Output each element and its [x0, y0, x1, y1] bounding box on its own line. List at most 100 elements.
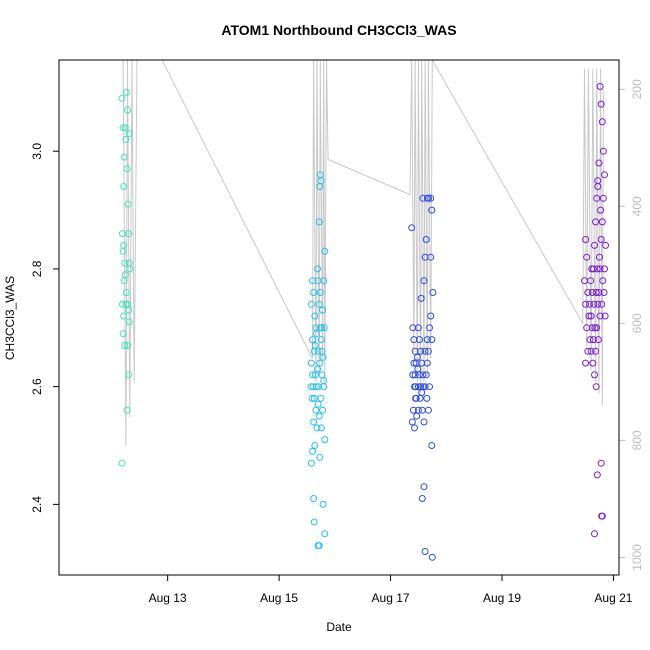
series-4 [581, 83, 610, 538]
data-point [595, 289, 603, 296]
data-point [429, 289, 437, 296]
data-point [590, 300, 598, 308]
data-point [408, 418, 416, 426]
data-point [420, 483, 428, 491]
data-point [417, 294, 425, 302]
data-point [587, 312, 595, 320]
data-point [414, 324, 422, 332]
data-point [584, 347, 592, 355]
data-point [125, 230, 133, 238]
data-point [599, 194, 607, 202]
y-tick-label: 3.0 [30, 143, 44, 160]
data-point [119, 247, 127, 255]
y-axis-label: CH3CCl3_WAS [3, 276, 17, 360]
data-point [593, 265, 601, 273]
secondary-tick-label: 400 [630, 196, 644, 216]
data-point [319, 406, 327, 414]
data-point [123, 406, 131, 414]
series-3 [408, 194, 437, 561]
data-point [409, 406, 417, 414]
data-point [427, 253, 435, 261]
data-point [588, 324, 596, 332]
plot-frame [58, 59, 620, 576]
data-point [414, 383, 422, 391]
data-point [423, 336, 431, 344]
data-point [120, 153, 128, 161]
data-point [321, 436, 329, 444]
data-point [602, 241, 610, 249]
data-point [597, 100, 605, 108]
data-point [307, 359, 315, 367]
data-point [596, 312, 604, 320]
data-point [428, 553, 436, 561]
data-point [582, 300, 590, 308]
data-point [122, 88, 130, 96]
data-point [125, 371, 133, 379]
data-point [314, 400, 322, 408]
data-point [309, 336, 316, 344]
data-point [596, 265, 604, 273]
data-point [582, 236, 590, 243]
secondary-tick-label: 800 [630, 430, 644, 450]
data-point [598, 118, 606, 126]
data-point [125, 318, 133, 326]
data-point [427, 312, 435, 320]
data-point [423, 394, 431, 402]
data-point [589, 359, 597, 367]
data-point [125, 306, 133, 314]
data-point [591, 241, 598, 249]
data-point [419, 194, 427, 202]
data-point [428, 336, 436, 344]
x-tick-label: Aug 15 [260, 591, 298, 605]
data-point [317, 336, 325, 344]
data-point [307, 459, 315, 467]
data-point [420, 418, 428, 426]
data-point [310, 394, 318, 402]
data-point [422, 371, 430, 379]
x-tick-label: Aug 21 [594, 591, 632, 605]
data-point [121, 342, 129, 349]
data-point [312, 330, 320, 338]
data-point [314, 365, 321, 373]
data-point [126, 265, 134, 273]
data-point [598, 300, 606, 308]
data-point [321, 530, 329, 538]
data-point [414, 406, 422, 414]
data-point [601, 312, 609, 320]
y-tick-label: 2.4 [30, 496, 44, 513]
data-point [591, 324, 599, 332]
data-point [596, 253, 603, 261]
data-point [601, 265, 608, 273]
data-point [592, 347, 600, 355]
data-point [314, 347, 322, 355]
data-point [424, 406, 432, 414]
data-point [315, 542, 323, 550]
data-point [589, 336, 597, 344]
data-point [320, 383, 328, 391]
data-point [312, 406, 320, 414]
data-point [307, 300, 315, 308]
x-tick-label: Aug 19 [483, 591, 521, 605]
data-point [315, 383, 323, 391]
data-point [120, 183, 128, 190]
data-point [320, 324, 328, 332]
data-point [416, 336, 423, 344]
chart-title: ATOM1 Northbound CH3CCl3_WAS [221, 22, 456, 38]
data-point [427, 194, 435, 202]
data-point [309, 371, 316, 379]
data-point [118, 459, 126, 467]
data-point [310, 495, 318, 502]
data-point [594, 336, 602, 344]
data-point [317, 424, 325, 432]
data-point [311, 371, 319, 379]
data-point [118, 94, 126, 102]
data-point [413, 353, 421, 361]
data-point [119, 124, 127, 132]
data-point [409, 371, 417, 379]
data-point [591, 530, 598, 538]
data-point [317, 394, 325, 402]
data-point [599, 147, 607, 155]
data-point [582, 359, 590, 367]
data-point [309, 447, 316, 455]
